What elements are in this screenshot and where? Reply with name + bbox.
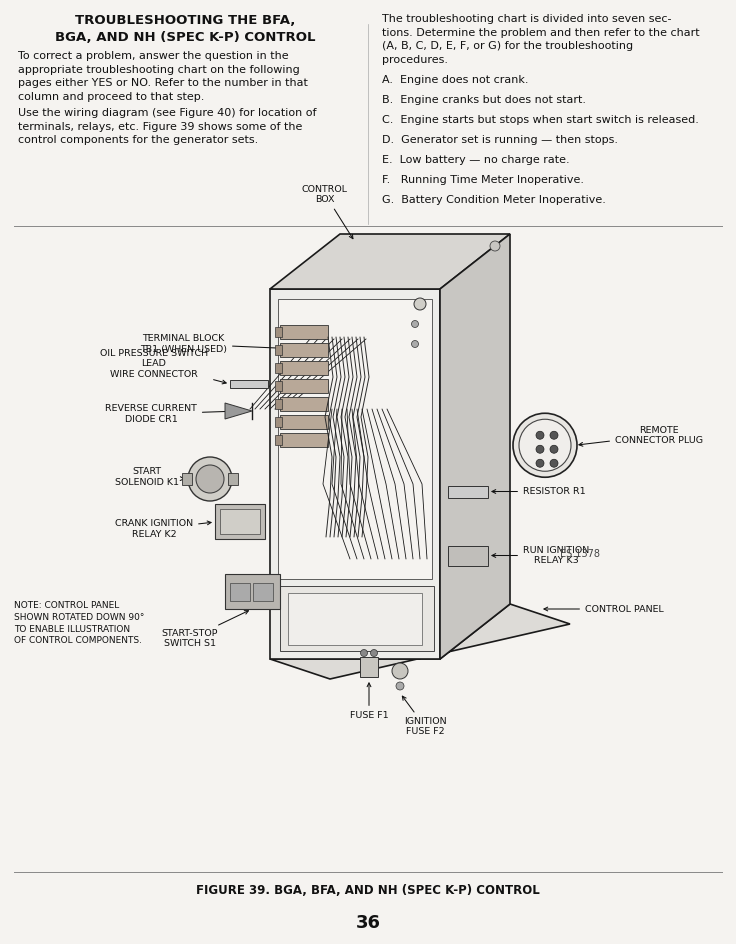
FancyBboxPatch shape [230,583,250,601]
Polygon shape [225,403,252,419]
Polygon shape [270,289,440,659]
FancyBboxPatch shape [280,397,328,411]
Text: G.  Battery Condition Meter Inoperative.: G. Battery Condition Meter Inoperative. [382,195,606,205]
FancyBboxPatch shape [278,299,432,579]
Text: REMOTE
CONNECTOR PLUG: REMOTE CONNECTOR PLUG [579,426,703,447]
Text: FIGURE 39. BGA, BFA, AND NH (SPEC K-P) CONTROL: FIGURE 39. BGA, BFA, AND NH (SPEC K-P) C… [196,884,540,897]
Text: TROUBLESHOOTING THE BFA,
BGA, AND NH (SPEC K-P) CONTROL: TROUBLESHOOTING THE BFA, BGA, AND NH (SP… [54,14,315,44]
Text: ES 1378: ES 1378 [560,549,600,559]
Text: 1: 1 [258,587,263,597]
FancyBboxPatch shape [280,415,328,429]
FancyBboxPatch shape [360,657,378,677]
Circle shape [396,682,404,690]
FancyBboxPatch shape [280,361,328,375]
Text: OIL PRESSURE SWITCH
LEAD
WIRE CONNECTOR: OIL PRESSURE SWITCH LEAD WIRE CONNECTOR [100,349,226,384]
Circle shape [370,649,378,656]
Text: F.   Running Time Meter Inoperative.: F. Running Time Meter Inoperative. [382,175,584,185]
Circle shape [550,459,558,467]
Circle shape [519,419,571,471]
Text: E.  Low battery — no charge rate.: E. Low battery — no charge rate. [382,155,570,165]
FancyBboxPatch shape [275,435,282,445]
FancyBboxPatch shape [225,574,280,609]
FancyBboxPatch shape [280,325,328,339]
Circle shape [411,321,419,328]
Text: START
SOLENOID K1: START SOLENOID K1 [115,467,185,487]
Text: B.  Engine cranks but does not start.: B. Engine cranks but does not start. [382,95,586,105]
Text: To correct a problem, answer the question in the
appropriate troubleshooting cha: To correct a problem, answer the questio… [18,51,308,102]
Polygon shape [440,234,510,659]
Circle shape [392,663,408,679]
Text: TERMINAL BLOCK
TB1 (WHEN USED): TERMINAL BLOCK TB1 (WHEN USED) [140,334,296,354]
FancyBboxPatch shape [230,380,268,388]
Text: 36: 36 [355,914,381,932]
Text: IGNITION
FUSE F2: IGNITION FUSE F2 [403,696,446,736]
FancyBboxPatch shape [220,509,260,534]
Text: Use the wiring diagram (see Figure 40) for location of
terminals, relays, etc. F: Use the wiring diagram (see Figure 40) f… [18,108,316,145]
Circle shape [536,459,544,467]
Text: START-STOP
SWITCH S1: START-STOP SWITCH S1 [162,611,249,649]
FancyBboxPatch shape [253,583,273,601]
FancyBboxPatch shape [228,473,238,485]
Text: The troubleshooting chart is divided into seven sec-
tions. Determine the proble: The troubleshooting chart is divided int… [382,14,700,65]
Circle shape [550,446,558,453]
Text: C.  Engine starts but stops when start switch is released.: C. Engine starts but stops when start sw… [382,115,699,125]
Text: D.  Generator set is running — then stops.: D. Generator set is running — then stops… [382,135,618,145]
Circle shape [490,241,500,251]
FancyBboxPatch shape [275,327,282,337]
Text: NOTE: CONTROL PANEL
SHOWN ROTATED DOWN 90°
TO ENABLE ILLUSTRATION
OF CONTROL COM: NOTE: CONTROL PANEL SHOWN ROTATED DOWN 9… [14,601,144,646]
Circle shape [188,457,232,501]
Text: REVERSE CURRENT
DIODE CR1: REVERSE CURRENT DIODE CR1 [105,404,236,424]
Text: CONTROL PANEL: CONTROL PANEL [544,604,664,614]
Text: CRANK IGNITION
RELAY K2: CRANK IGNITION RELAY K2 [115,519,211,539]
Polygon shape [270,604,570,679]
Text: RESISTOR R1: RESISTOR R1 [492,487,586,496]
FancyBboxPatch shape [280,343,328,357]
Circle shape [196,465,224,493]
FancyBboxPatch shape [448,546,488,565]
FancyBboxPatch shape [275,363,282,373]
Circle shape [513,413,577,478]
Text: A.  Engine does not crank.: A. Engine does not crank. [382,75,528,85]
FancyBboxPatch shape [280,586,434,651]
Polygon shape [270,234,510,289]
FancyBboxPatch shape [275,345,282,355]
FancyBboxPatch shape [215,504,265,539]
Circle shape [550,431,558,439]
Circle shape [536,446,544,453]
Text: CONTROL
BOX: CONTROL BOX [302,185,353,239]
Circle shape [536,431,544,439]
Circle shape [361,649,367,656]
FancyBboxPatch shape [182,473,192,485]
Circle shape [411,341,419,347]
FancyBboxPatch shape [280,379,328,393]
FancyBboxPatch shape [275,399,282,409]
Circle shape [414,298,426,310]
FancyBboxPatch shape [275,417,282,427]
FancyBboxPatch shape [288,593,422,645]
FancyBboxPatch shape [280,433,328,447]
FancyBboxPatch shape [275,381,282,391]
Text: FUSE F1: FUSE F1 [350,683,389,720]
FancyBboxPatch shape [448,485,488,497]
Text: RUN IGNITION
RELAY K3: RUN IGNITION RELAY K3 [492,546,590,565]
